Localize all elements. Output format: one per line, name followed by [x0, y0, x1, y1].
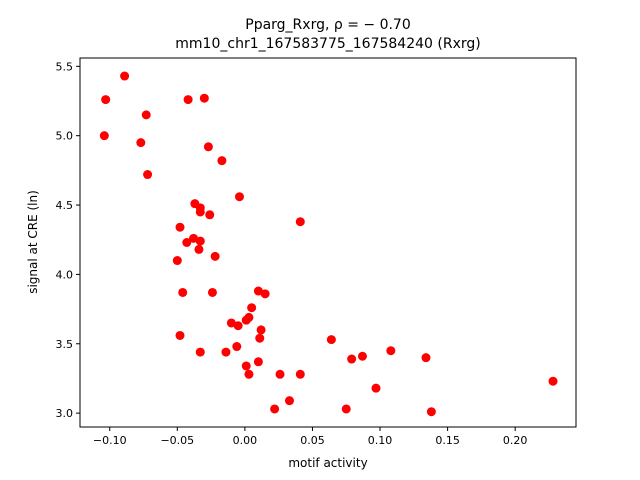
chart-title-line2: mm10_chr1_167583775_167584240 (Rxrg)	[175, 36, 480, 52]
data-point-31	[233, 321, 243, 331]
x-tick-label: 0.00	[233, 434, 258, 447]
y-axis-label: signal at CRE (ln)	[26, 190, 40, 294]
data-point-5	[99, 131, 109, 141]
data-point-6	[136, 138, 146, 148]
data-point-10	[234, 192, 244, 202]
data-point-9	[143, 170, 153, 180]
x-tick-label: −0.10	[93, 434, 127, 447]
data-point-34	[255, 333, 265, 343]
data-point-21	[210, 251, 220, 261]
plot-frame	[79, 57, 577, 428]
chart-title-line1: Pparg_Rxrg, ρ = − 0.70	[245, 17, 410, 33]
data-point-13	[195, 207, 205, 217]
data-point-44	[241, 361, 251, 371]
x-tick-label: 0.15	[435, 434, 460, 447]
data-point-17	[189, 233, 199, 243]
data-point-47	[295, 369, 305, 379]
data-point-30	[226, 318, 236, 328]
y-tick-label: 3.5	[56, 338, 74, 351]
data-point-49	[371, 383, 381, 393]
y-tick-label: 5.5	[56, 60, 74, 73]
y-axis-ticks: 3.0 3.5 4.0 4.5 5.0 5.5	[56, 60, 80, 420]
data-point-1	[101, 95, 111, 105]
data-point-2	[183, 95, 193, 105]
data-point-48	[548, 376, 558, 386]
data-point-3	[199, 93, 209, 103]
data-point-46	[275, 369, 285, 379]
data-point-32	[256, 325, 266, 335]
data-point-19	[195, 236, 205, 246]
data-point-37	[195, 347, 205, 357]
data-point-0	[120, 71, 130, 81]
data-point-16	[175, 222, 185, 232]
data-point-43	[253, 357, 263, 367]
x-tick-label: 0.20	[503, 434, 528, 447]
data-point-51	[270, 404, 280, 414]
y-tick-label: 5.0	[56, 130, 74, 143]
data-point-8	[217, 156, 227, 166]
data-point-15	[295, 217, 305, 227]
x-tick-label: −0.05	[160, 434, 194, 447]
data-point-38	[221, 347, 231, 357]
x-tick-label: 0.05	[300, 434, 325, 447]
data-point-4	[141, 110, 151, 120]
data-point-14	[205, 210, 215, 220]
x-tick-label: 0.10	[368, 434, 393, 447]
data-point-27	[247, 303, 257, 313]
data-point-36	[232, 342, 242, 352]
data-point-50	[284, 396, 294, 406]
data-point-53	[426, 407, 436, 417]
y-tick-label: 4.0	[56, 268, 74, 281]
data-point-7	[203, 142, 213, 152]
data-point-18	[182, 238, 192, 247]
data-point-29	[241, 315, 251, 325]
data-point-24	[207, 287, 217, 297]
x-axis-label: motif activity	[288, 456, 367, 470]
data-point-39	[386, 346, 396, 356]
data-point-41	[347, 354, 357, 364]
data-point-25	[253, 286, 263, 296]
data-point-35	[326, 335, 336, 345]
data-point-52	[341, 404, 351, 414]
data-point-45	[244, 369, 254, 379]
y-tick-label: 3.0	[56, 407, 74, 420]
data-points	[99, 71, 558, 417]
data-point-23	[178, 287, 188, 297]
data-point-22	[172, 256, 182, 266]
x-axis-ticks: −0.10 −0.05 0.00 0.05 0.10 0.15 0.20	[93, 427, 528, 447]
data-point-40	[357, 351, 367, 361]
data-point-42	[421, 353, 431, 363]
data-point-33	[175, 330, 185, 340]
y-tick-label: 4.5	[56, 199, 74, 212]
data-point-26	[260, 289, 270, 299]
data-point-20	[194, 244, 204, 254]
